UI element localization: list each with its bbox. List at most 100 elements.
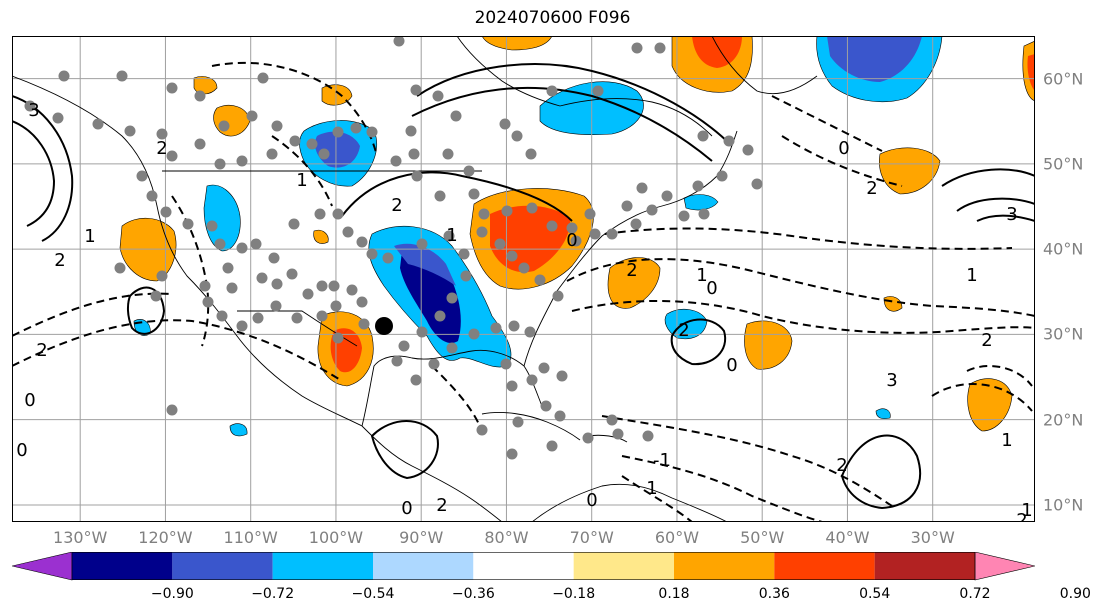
station-marker (366, 248, 378, 260)
station-marker (524, 326, 536, 338)
station-marker (751, 178, 763, 190)
station-marker (692, 180, 704, 192)
contour-dashed-6 (781, 135, 903, 187)
station-marker (350, 122, 362, 134)
lat-label: 30°N (1043, 324, 1084, 344)
map-frame (12, 36, 1035, 522)
station-marker (446, 342, 458, 354)
station-marker (318, 148, 330, 160)
contour-solid-atlantic-high-3 (976, 214, 1035, 222)
colorbar-tick-label: 0.36 (758, 586, 790, 602)
station-marker (405, 125, 417, 137)
colorbar-tick-label: −0.18 (552, 586, 596, 602)
station-marker (442, 148, 454, 160)
contour-dashed-16 (621, 475, 693, 522)
lon-label: 90°W (399, 528, 444, 547)
contour-solid-atlantic-high-2 (956, 197, 1035, 212)
contour-label: 0 (16, 440, 27, 461)
station-marker (382, 252, 394, 264)
station-marker (518, 262, 530, 274)
colorbar-bin (473, 552, 574, 580)
station-marker (24, 100, 36, 112)
station-marker (584, 208, 596, 220)
station-marker (166, 404, 178, 416)
station-marker (589, 228, 601, 240)
lon-label: 70°W (569, 528, 614, 547)
contour-solid-low (341, 171, 573, 222)
station-marker (216, 310, 228, 322)
colorbar-tick-label: −0.90 (150, 586, 194, 602)
station-marker (450, 110, 462, 122)
station-marker (166, 82, 178, 94)
station-marker (214, 158, 226, 170)
positive-anomaly-bermuda (607, 257, 661, 309)
contour-solid-caribbean (370, 420, 439, 480)
contour-label: -1 (653, 450, 671, 471)
station-marker (398, 340, 410, 352)
station-marker (416, 238, 428, 250)
station-marker (356, 296, 368, 308)
station-marker (678, 210, 690, 222)
strong-positive-hudson (692, 36, 742, 68)
contour-solid-ridge (416, 63, 733, 147)
station-marker (286, 268, 298, 280)
station-marker (356, 236, 368, 248)
positive-anomaly-baja (119, 218, 177, 282)
station-marker (606, 228, 618, 240)
station-marker (218, 120, 230, 132)
contour-dashed-13 (431, 365, 483, 432)
station-marker (236, 155, 248, 167)
station-marker (256, 272, 268, 284)
station-marker (546, 440, 558, 452)
station-marker (506, 250, 518, 262)
colorbar-bin (774, 552, 875, 580)
station-marker (116, 70, 128, 82)
station-marker (306, 138, 318, 150)
station-marker (506, 380, 518, 392)
colorbar-tick-label: 0.90 (1059, 586, 1091, 602)
colorbar-tick-label: 0.72 (959, 586, 991, 602)
station-marker (332, 126, 344, 138)
map-panel: 2 1 2 0 3 2 1 2 1 0 2 0 0 2 3 2 1 2 1 2 -1 1 0 2 0 1 2 1 3 0 0 (12, 36, 1035, 522)
station-marker (612, 428, 624, 440)
lon-label: 100°W (308, 528, 364, 547)
colorbar-frame (71, 552, 976, 580)
station-marker (697, 130, 709, 142)
station-marker (630, 218, 642, 230)
contour-label: 1 (1021, 500, 1032, 521)
station-marker (410, 84, 422, 96)
south-america-north (531, 483, 728, 522)
station-marker (328, 280, 340, 292)
map-title: 2024070600 F096 (474, 8, 631, 28)
colorbar-tick-label: −0.36 (451, 586, 495, 602)
station-marker (166, 150, 178, 162)
station-marker (332, 332, 344, 344)
station-marker (410, 374, 422, 386)
station-marker (554, 410, 566, 422)
contour-label: 2 (156, 138, 167, 159)
station-marker (428, 358, 440, 370)
station-marker (314, 208, 326, 220)
station-marker (434, 310, 446, 322)
central-america (361, 425, 503, 522)
positive-anomaly-north-atlantic (879, 147, 941, 195)
station-marker (393, 36, 405, 47)
station-marker (540, 400, 552, 412)
mid-negative-ring (394, 243, 456, 286)
station-marker (271, 278, 283, 290)
lon-label: 60°W (654, 528, 700, 547)
station-marker (511, 130, 523, 142)
station-marker (316, 310, 328, 322)
contour-label: 2 (678, 320, 689, 341)
contour-label: 2 (626, 260, 637, 281)
station-marker (463, 165, 475, 177)
contour-solid-2 (411, 86, 713, 162)
station-marker (468, 328, 480, 340)
colorbar-bin (874, 552, 975, 580)
positive-anomaly-alaska (213, 105, 251, 137)
station-marker (661, 190, 673, 202)
contour-dashed-8 (601, 415, 893, 507)
station-marker (570, 235, 582, 247)
colorbar-bin (573, 552, 674, 580)
